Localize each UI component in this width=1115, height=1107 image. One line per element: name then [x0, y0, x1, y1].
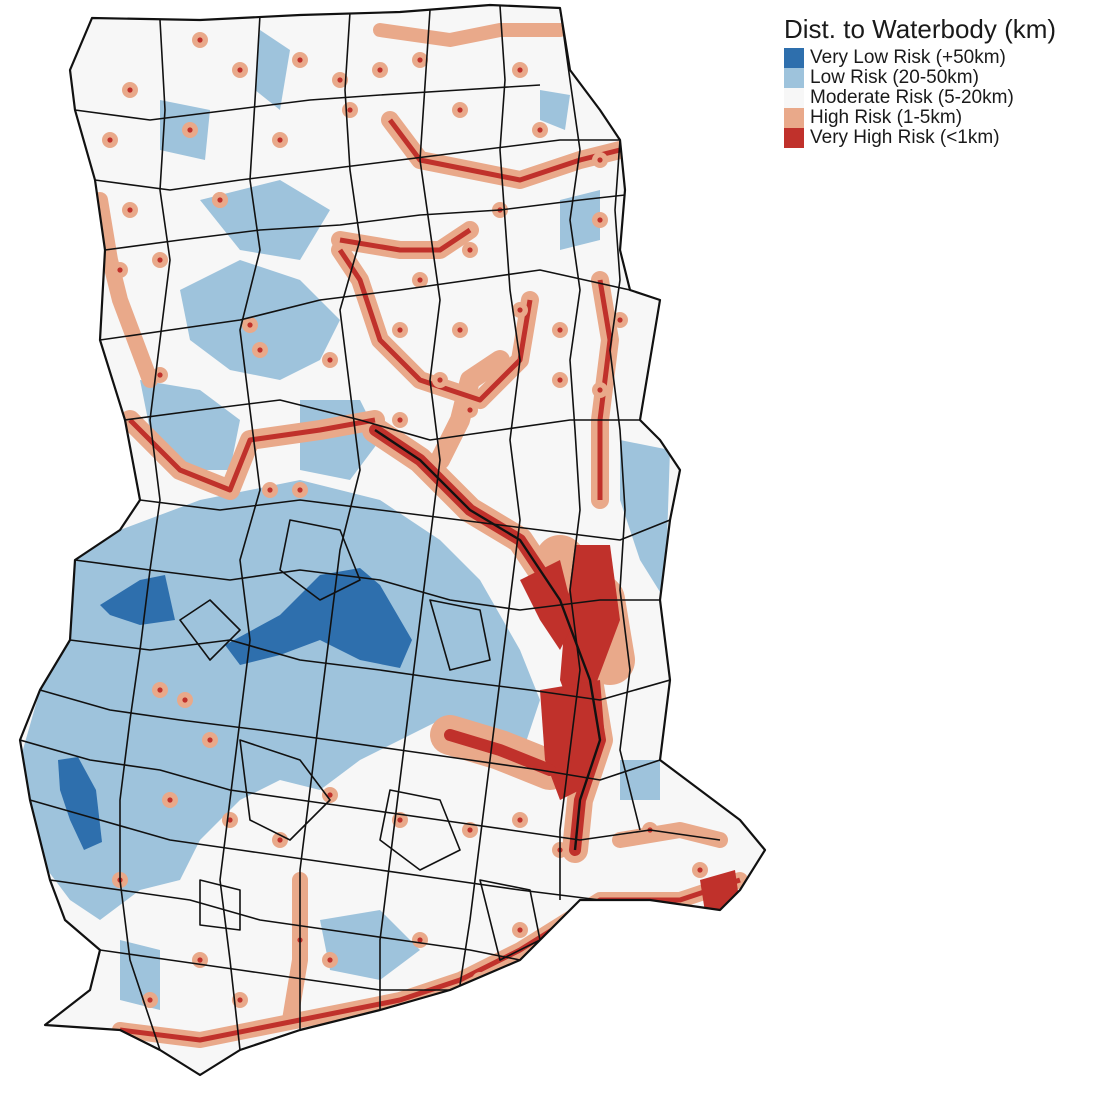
waterbody-point	[327, 792, 333, 798]
legend-swatch-low	[784, 68, 804, 88]
waterbody-point	[227, 817, 233, 823]
legend-item-moderate: Moderate Risk (5-20km)	[784, 88, 1056, 108]
waterbody-point	[517, 817, 523, 823]
waterbody-point	[297, 57, 303, 63]
very-low-risk-zones	[58, 568, 412, 850]
waterbody-point	[397, 817, 403, 823]
waterbody-point	[257, 347, 263, 353]
map-legend: Dist. to Waterbody (km) Very Low Risk (+…	[784, 14, 1056, 148]
waterbody-point	[617, 317, 623, 323]
waterbody-point	[267, 487, 273, 493]
waterbody-point	[557, 377, 563, 383]
legend-item-low: Low Risk (20-50km)	[784, 68, 1056, 88]
waterbody-point	[327, 357, 333, 363]
waterbody-point	[397, 417, 403, 423]
main-river-boundary	[374, 429, 602, 851]
legend-title: Dist. to Waterbody (km)	[784, 14, 1057, 44]
waterbody-point	[147, 997, 153, 1003]
waterbody-point	[157, 372, 163, 378]
waterbody-point	[277, 137, 283, 143]
legend-item-very-high: Very High Risk (<1km)	[784, 128, 1056, 148]
waterbody-point	[187, 127, 193, 133]
waterbody-point	[457, 327, 463, 333]
waterbody-point	[157, 687, 163, 693]
waterbody-point	[597, 387, 603, 393]
point-waterbody-markers	[102, 32, 708, 1008]
waterbody-point	[127, 87, 133, 93]
legend-label-low: Low Risk (20-50km)	[810, 67, 979, 88]
waterbody-point	[417, 277, 423, 283]
legend-swatch-high	[784, 108, 804, 128]
legend-item-very-low: Very Low Risk (+50km)	[784, 48, 1056, 68]
waterbody-point	[157, 257, 163, 263]
waterbody-point	[197, 37, 203, 43]
legend-swatch-moderate	[784, 88, 804, 108]
waterbody-point	[107, 137, 113, 143]
waterbody-point	[117, 267, 123, 273]
waterbody-point	[182, 697, 188, 703]
waterbody-point	[537, 127, 543, 133]
waterbody-point	[347, 107, 353, 113]
waterbody-point	[277, 837, 283, 843]
waterbody-point	[207, 737, 213, 743]
waterbody-point	[517, 67, 523, 73]
waterbody-point	[467, 407, 473, 413]
waterbody-point	[557, 327, 563, 333]
legend-label-very-low: Very Low Risk (+50km)	[810, 47, 1006, 68]
waterbody-point	[337, 77, 343, 83]
legend-swatch-very-low	[784, 48, 804, 68]
waterbody-point	[597, 217, 603, 223]
waterbody-point	[237, 67, 243, 73]
waterbody-point	[237, 997, 243, 1003]
waterbody-point	[417, 57, 423, 63]
legend-label-very-high: Very High Risk (<1km)	[810, 127, 1000, 148]
waterbody-point	[437, 377, 443, 383]
waterbody-point	[377, 67, 383, 73]
country-outline	[18, 3, 767, 1077]
waterbody-point	[517, 307, 523, 313]
waterbody-point	[697, 867, 703, 873]
district-boundaries	[20, 5, 721, 1051]
waterbody-point	[417, 937, 423, 943]
waterbody-point	[597, 157, 603, 163]
waterbody-point	[517, 927, 523, 933]
legend-label-moderate: Moderate Risk (5-20km)	[810, 87, 1014, 108]
waterbody-point	[197, 957, 203, 963]
waterbody-point	[467, 247, 473, 253]
legend-item-high: High Risk (1-5km)	[784, 108, 1056, 128]
waterbody-point	[467, 827, 473, 833]
waterbody-point	[297, 487, 303, 493]
legend-label-high: High Risk (1-5km)	[810, 107, 963, 128]
waterbody-point	[127, 207, 133, 213]
waterbody-point	[327, 957, 333, 963]
waterbody-point	[457, 107, 463, 113]
waterbody-point	[167, 797, 173, 803]
waterbody-point	[247, 322, 253, 328]
legend-swatch-very-high	[784, 128, 804, 148]
waterbody-point	[397, 327, 403, 333]
waterbody-point	[217, 197, 223, 203]
